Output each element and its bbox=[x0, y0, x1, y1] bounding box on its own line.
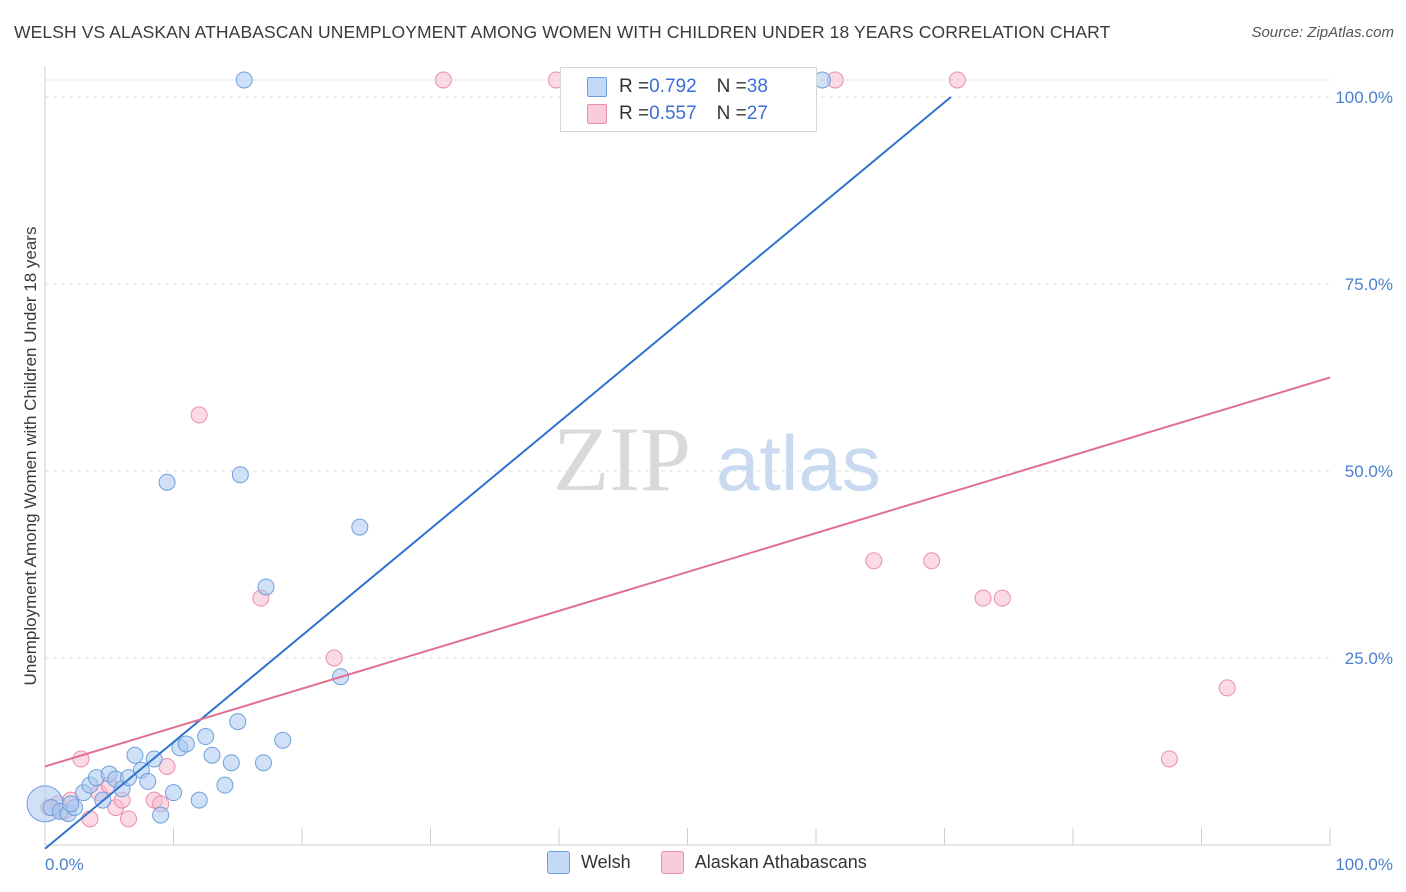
y-axis-label: Unemployment Among Women with Children U… bbox=[21, 227, 40, 686]
alaskan-n-label: N = bbox=[716, 103, 747, 124]
x-tick-label-1: 100.0% bbox=[1335, 855, 1393, 874]
y-tick-label-1: 50.0% bbox=[1345, 462, 1393, 481]
alaskan-point-20 bbox=[948, 71, 966, 89]
alaskan-point-23 bbox=[974, 589, 992, 607]
watermark-atlas: atlas bbox=[716, 419, 881, 507]
alaskan-point-5 bbox=[81, 810, 99, 828]
alaskan-point-26 bbox=[1218, 679, 1236, 697]
legend-row-alaskan: R = 0.557 N = 27 bbox=[587, 100, 768, 128]
y-tick-label-2: 75.0% bbox=[1345, 275, 1393, 294]
welsh-point-12 bbox=[126, 746, 144, 764]
watermark: ZIP atlas bbox=[553, 408, 881, 510]
alaskan-legend-label: Alaskan Athabascans bbox=[694, 852, 867, 872]
tick-labels: 25.0% 50.0% 75.0% 100.0% 0.0% 100.0% bbox=[45, 88, 1393, 874]
alaskan-r-label: R = bbox=[619, 103, 650, 124]
welsh-point-28 bbox=[254, 754, 272, 772]
alaskan-point-24 bbox=[993, 589, 1011, 607]
alaskan-point-14 bbox=[190, 406, 208, 424]
welsh-r-value: 0.792 bbox=[649, 76, 697, 97]
welsh-point-27 bbox=[231, 466, 249, 484]
alaskan-n-value: 27 bbox=[746, 103, 768, 124]
welsh-n-value: 38 bbox=[746, 76, 768, 97]
welsh-point-30 bbox=[274, 731, 292, 749]
alaskan-point-17 bbox=[434, 71, 452, 89]
welsh-point-21 bbox=[190, 791, 208, 809]
welsh-swatch bbox=[587, 77, 607, 97]
alaskan-point-25 bbox=[1160, 750, 1178, 768]
watermark-zip: ZIP bbox=[553, 408, 691, 510]
alaskan-point-10 bbox=[120, 810, 138, 828]
welsh-legend-label: Welsh bbox=[581, 852, 631, 872]
welsh-point-36 bbox=[62, 795, 80, 813]
welsh-point-23 bbox=[203, 746, 221, 764]
welsh-point-20 bbox=[177, 735, 195, 753]
chart-title: WELSH VS ALASKAN ATHABASCAN UNEMPLOYMENT… bbox=[14, 22, 1111, 42]
welsh-r-label: R = bbox=[619, 76, 650, 97]
welsh-point-16 bbox=[152, 806, 170, 824]
alaskan-point-22 bbox=[923, 552, 941, 570]
welsh-point-33 bbox=[235, 71, 253, 89]
welsh-points bbox=[26, 71, 831, 824]
trend-lines bbox=[44, 96, 1331, 850]
alaskan-swatch bbox=[587, 104, 607, 124]
axes bbox=[44, 66, 1331, 846]
welsh-point-24 bbox=[216, 776, 234, 794]
welsh-point-17 bbox=[158, 473, 176, 491]
welsh-point-14 bbox=[139, 772, 157, 790]
welsh-n-label: N = bbox=[716, 76, 747, 97]
legend-row-welsh: R = 0.792 N = 38 bbox=[587, 73, 768, 101]
welsh-point-18 bbox=[165, 784, 182, 802]
x-tick-label-0: 0.0% bbox=[45, 855, 84, 874]
legend-item-alaskan: Alaskan Athabascans bbox=[660, 851, 867, 874]
welsh-point-25 bbox=[222, 754, 240, 772]
stats-legend: R = 0.792 N = 38 R = 0.557 N = 27 bbox=[560, 67, 817, 132]
welsh-point-29 bbox=[257, 578, 275, 596]
alaskan-trend-line bbox=[44, 376, 1331, 768]
alaskan-legend-swatch bbox=[660, 851, 684, 874]
welsh-point-32 bbox=[351, 518, 369, 536]
y-tick-label-0: 25.0% bbox=[1345, 649, 1393, 668]
source-label: Source: ZipAtlas.com bbox=[1251, 24, 1394, 41]
alaskan-point-21 bbox=[865, 552, 883, 570]
welsh-legend-swatch bbox=[547, 851, 570, 874]
alaskan-point-16 bbox=[325, 649, 343, 667]
series-legend: Welsh Alaskan Athabascans bbox=[547, 851, 897, 874]
welsh-trend-line bbox=[44, 96, 952, 850]
y-tick-label-3: 100.0% bbox=[1335, 88, 1393, 107]
alaskan-point-13 bbox=[158, 757, 176, 775]
legend-item-welsh: Welsh bbox=[547, 851, 631, 874]
welsh-point-26 bbox=[229, 713, 247, 731]
alaskan-r-value: 0.557 bbox=[649, 103, 697, 124]
welsh-point-22 bbox=[197, 728, 215, 746]
